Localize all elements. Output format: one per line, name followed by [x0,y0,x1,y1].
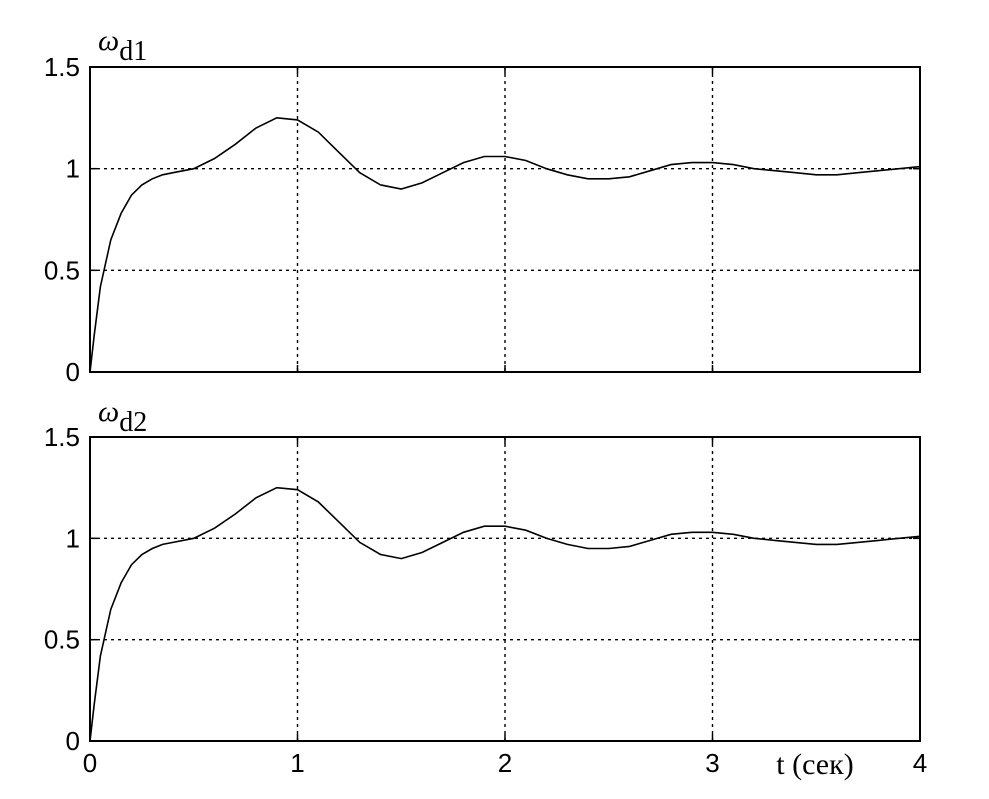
panel-1-ytick-label-0: 0 [66,357,80,387]
panel-2-xtick-label-3: 3 [705,748,719,778]
panel-2-ylabel: ωd2 [98,395,147,438]
panel-1-ytick-label-1: 0.5 [44,255,80,285]
panel-2-xtick-label-1: 1 [290,748,304,778]
panel-2-xtick-label-4: 4 [913,748,927,778]
panel-1-ytick-label-2: 1 [66,154,80,184]
panel-2-ytick-label-0: 0 [66,726,80,756]
panel-2-xtick-label-2: 2 [498,748,512,778]
panel-2-ytick-label-3: 1.5 [44,422,80,452]
panel-2-ytick-label-1: 0.5 [44,625,80,655]
panel-2-ytick-label-2: 1 [66,523,80,553]
panel-1-ylabel: ωd1 [98,24,147,67]
panel-2-frame [89,436,921,742]
panel-2-xlabel: t (сек) [776,748,853,781]
panel-1-ytick-label-3: 1.5 [44,52,80,82]
panel-2-series-1-line [89,486,921,742]
panel-2-xtick-label-0: 0 [83,748,97,778]
panel-1-series-1-line [89,116,921,373]
